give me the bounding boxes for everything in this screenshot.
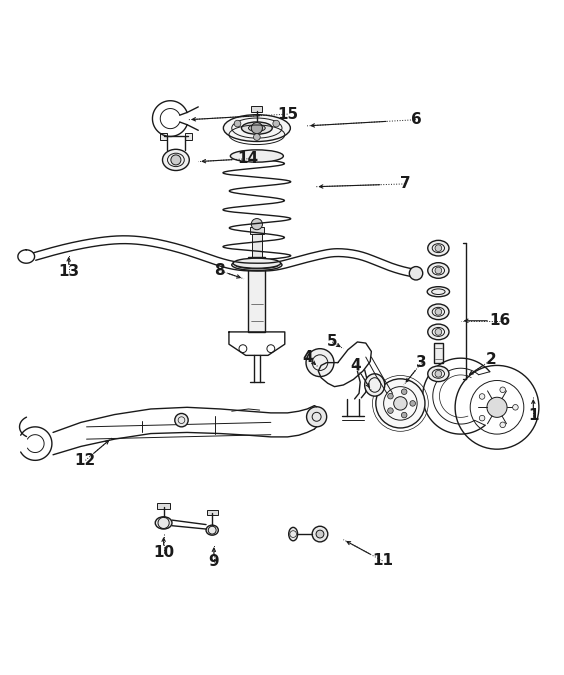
Ellipse shape [428, 324, 449, 340]
Text: 16: 16 [489, 313, 510, 328]
Circle shape [252, 219, 262, 230]
Ellipse shape [428, 263, 449, 278]
Circle shape [316, 530, 324, 538]
Bar [157, 504, 170, 509]
Circle shape [500, 422, 505, 428]
Text: 11: 11 [372, 554, 393, 568]
Ellipse shape [428, 366, 449, 381]
Circle shape [410, 400, 416, 406]
Ellipse shape [232, 259, 282, 271]
Ellipse shape [206, 525, 218, 535]
Circle shape [402, 389, 407, 394]
Circle shape [387, 394, 393, 399]
Ellipse shape [289, 527, 298, 541]
Text: 1: 1 [528, 408, 539, 423]
Circle shape [387, 408, 393, 413]
Text: 7: 7 [399, 176, 410, 192]
Ellipse shape [162, 149, 190, 171]
Circle shape [435, 371, 442, 377]
Text: 8: 8 [214, 263, 225, 278]
Text: 15: 15 [277, 107, 298, 122]
Text: 4: 4 [302, 350, 312, 365]
Ellipse shape [241, 122, 272, 134]
Circle shape [479, 394, 485, 400]
Bar [434, 343, 443, 363]
Text: 6: 6 [411, 112, 421, 127]
Circle shape [435, 308, 442, 315]
Circle shape [312, 526, 328, 542]
Text: 13: 13 [58, 264, 79, 279]
Ellipse shape [233, 259, 281, 268]
Circle shape [234, 120, 241, 127]
Ellipse shape [230, 150, 283, 162]
Circle shape [306, 349, 334, 377]
Circle shape [175, 414, 188, 427]
Bar [252, 106, 262, 113]
Ellipse shape [365, 374, 385, 396]
Text: 2: 2 [486, 352, 497, 367]
Ellipse shape [428, 304, 449, 320]
Circle shape [376, 379, 425, 428]
Bar [249, 256, 265, 332]
Circle shape [402, 412, 407, 418]
Circle shape [273, 120, 280, 127]
Text: 9: 9 [209, 554, 219, 570]
Ellipse shape [249, 125, 265, 132]
Ellipse shape [427, 287, 450, 297]
Ellipse shape [155, 517, 172, 529]
Ellipse shape [223, 115, 290, 142]
Text: 4: 4 [350, 358, 361, 373]
Text: 12: 12 [75, 453, 96, 468]
Circle shape [435, 329, 442, 335]
Bar [250, 227, 263, 234]
Circle shape [513, 404, 518, 410]
Circle shape [254, 134, 260, 140]
Bar [252, 234, 262, 256]
Circle shape [409, 267, 423, 280]
Circle shape [171, 155, 181, 165]
Text: 5: 5 [327, 335, 338, 350]
Circle shape [435, 245, 442, 252]
Bar [185, 133, 192, 140]
Circle shape [394, 397, 407, 410]
Circle shape [479, 415, 485, 421]
Circle shape [487, 398, 507, 417]
Circle shape [435, 267, 442, 274]
Circle shape [500, 387, 505, 393]
Bar [160, 133, 167, 140]
Bar [206, 510, 218, 515]
Text: 3: 3 [416, 355, 427, 370]
Circle shape [252, 122, 262, 134]
Text: 10: 10 [153, 545, 174, 560]
Text: 14: 14 [237, 151, 258, 166]
Ellipse shape [428, 240, 449, 256]
Circle shape [307, 407, 327, 427]
